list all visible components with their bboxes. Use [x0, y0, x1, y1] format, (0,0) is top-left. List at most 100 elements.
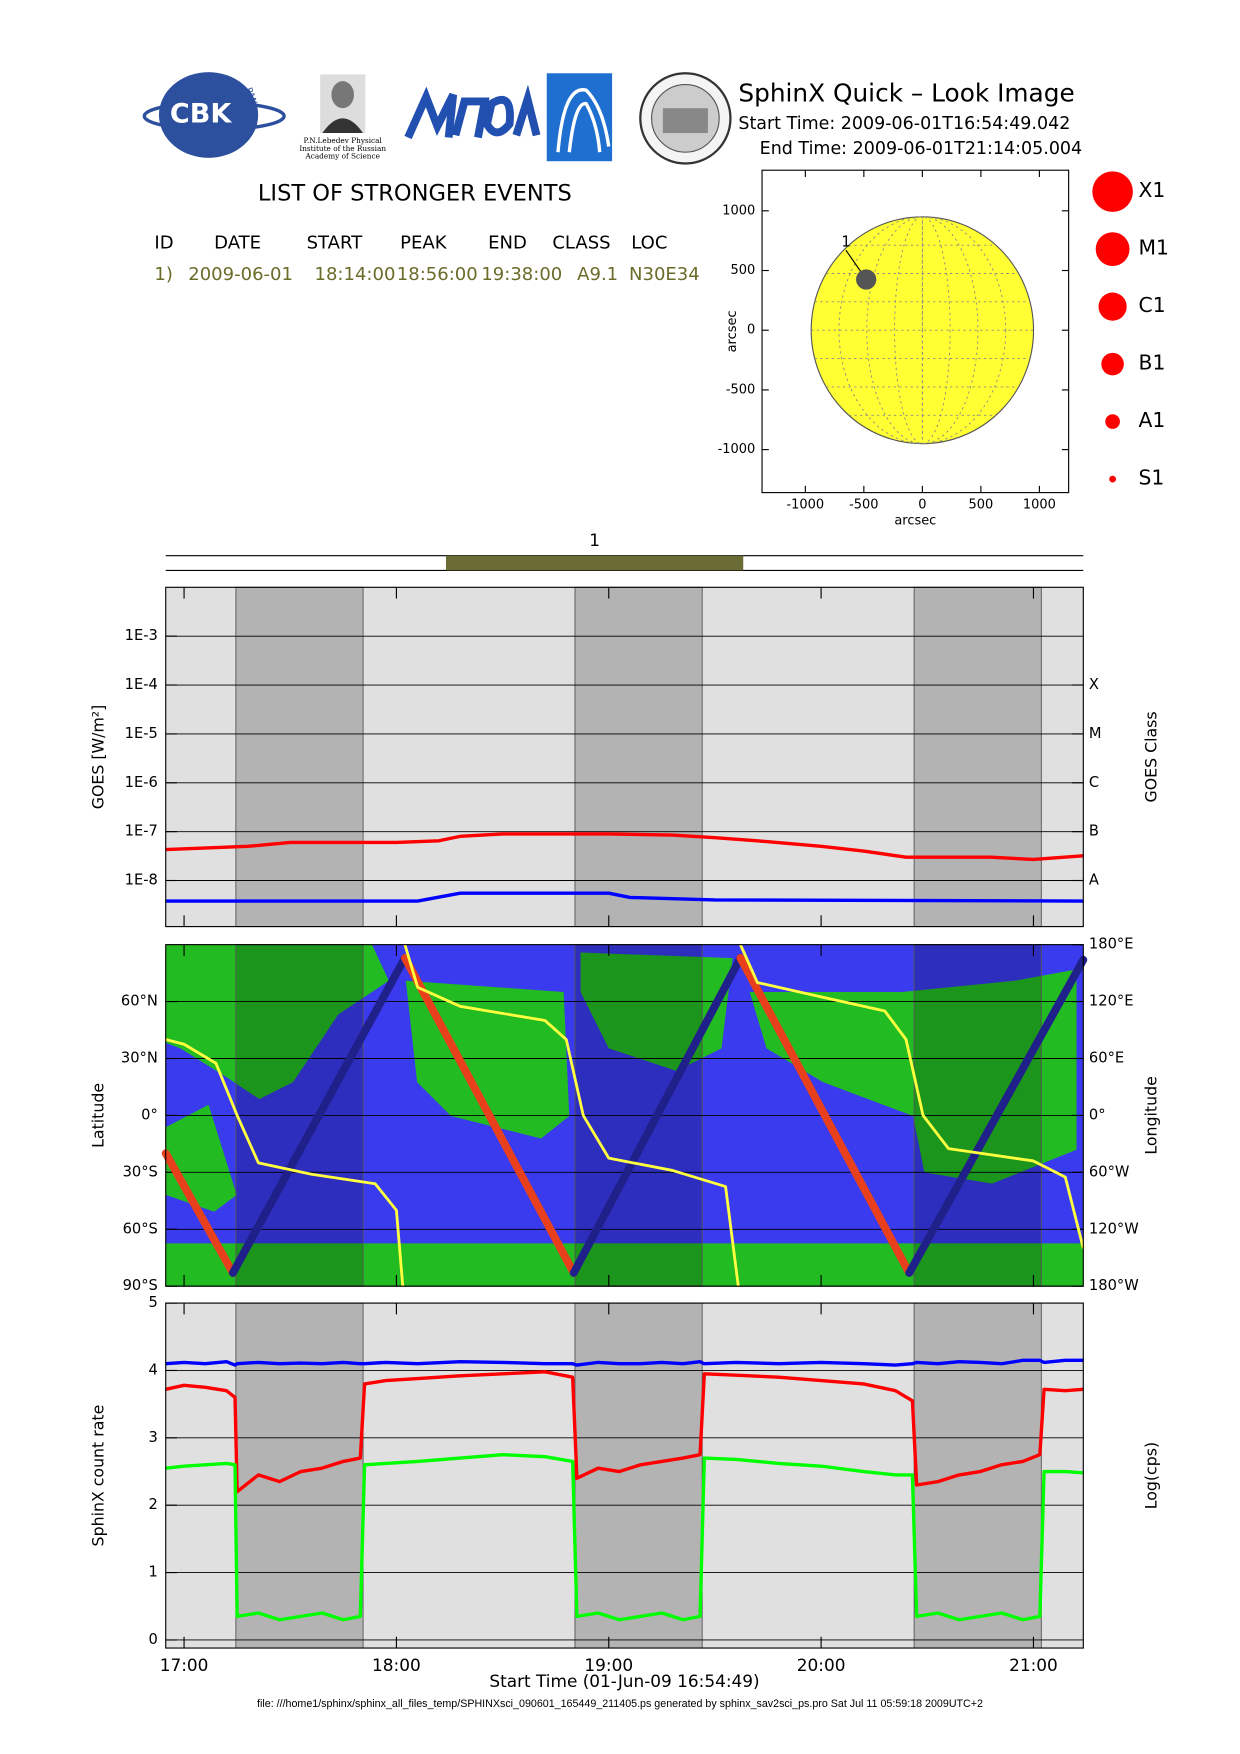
point-label: 1 — [841, 233, 850, 250]
panel-background — [165, 1303, 1084, 1649]
events-title: LIST OF STRONGER EVENTS — [258, 180, 572, 206]
column-header: PEAK — [400, 232, 448, 253]
column-header: ID — [154, 232, 173, 253]
y-tick-label: 1E-7 — [125, 823, 158, 840]
event-cell: N30E34 — [629, 264, 700, 285]
y-tick-label: 3 — [148, 1429, 157, 1446]
logo-lebedev — [320, 74, 366, 134]
class-marker — [1092, 171, 1133, 212]
y2-tick-label: X — [1089, 676, 1099, 693]
column-header: LOC — [631, 232, 667, 253]
logo-arcs — [556, 88, 611, 153]
night-shade — [574, 1302, 703, 1649]
y2-tick-label: 120°E — [1089, 993, 1134, 1010]
track-segment — [736, 953, 914, 1277]
y-tick-label: 1E-4 — [125, 676, 158, 693]
x-tick-label: 20:00 — [797, 1655, 846, 1675]
y2-tick-label: 60°W — [1089, 1163, 1129, 1180]
logo-arc — [546, 73, 613, 162]
event-cell: 18:56:00 — [397, 264, 478, 285]
y2-tick-label: M — [1089, 725, 1102, 742]
y-tick-label: 1E-6 — [125, 774, 158, 791]
y-tick-label: 60°N — [121, 993, 158, 1010]
class-marker — [1105, 414, 1120, 429]
logo-ring — [142, 100, 286, 132]
class-marker — [1101, 352, 1124, 376]
y2-axis-title: Log(cps) — [1142, 1442, 1161, 1509]
y-tick-label: 1E-8 — [125, 872, 158, 889]
class-label: M1 — [1139, 236, 1169, 260]
track-segment — [400, 953, 578, 1277]
night-shade — [913, 1302, 1042, 1649]
y2-tick-label: 60°E — [1089, 1049, 1124, 1066]
y-tick-label: 60°S — [123, 1220, 158, 1237]
logo-mifi — [404, 84, 541, 140]
logo-caption: P.N.Lebedev Physical — [304, 136, 383, 145]
y2-tick-label: B — [1089, 823, 1099, 840]
y-tick-label: 1E-3 — [125, 627, 158, 644]
logo-text: CBK — [170, 98, 232, 129]
series-line — [165, 832, 1084, 862]
y-tick-label: 30°N — [121, 1049, 158, 1066]
x-tick-label: -500 — [849, 498, 878, 513]
class-label: S1 — [1139, 466, 1165, 490]
y-tick-label: 5 — [148, 1294, 157, 1311]
y2-tick-label: 180°W — [1089, 1277, 1139, 1294]
series-line — [165, 891, 1084, 903]
portrait-body — [322, 118, 363, 134]
map-band — [165, 1243, 1084, 1287]
y-tick-label: 0 — [747, 323, 755, 338]
logo-caption: Academy of Science — [304, 152, 379, 161]
y-tick-label: 1000 — [722, 203, 755, 218]
map-region — [405, 980, 570, 1139]
y-axis-title: GOES [W/m²] — [89, 705, 108, 810]
track-segment — [569, 953, 745, 1277]
column-header: END — [488, 232, 527, 253]
column-header: DATE — [214, 232, 261, 253]
map-region — [165, 944, 389, 1100]
y2-tick-label: 120°W — [1089, 1220, 1139, 1237]
y-tick-label: 4 — [148, 1361, 157, 1378]
y-tick-label: 500 — [731, 263, 756, 278]
event-cell: 18:14:00 — [315, 264, 396, 285]
y2-tick-label: A — [1089, 872, 1099, 889]
panel-frame — [165, 586, 1084, 928]
disk-grid — [894, 216, 951, 445]
series-line — [165, 944, 1085, 1287]
seal-building — [662, 108, 708, 134]
class-marker — [1109, 475, 1116, 483]
page-title: SphinX Quick – Look Image — [738, 79, 1074, 108]
x-tick-label: 1000 — [1023, 498, 1056, 513]
track-segment — [161, 1149, 237, 1277]
x-tick-label: 0 — [918, 498, 926, 513]
logo-cbk: CBK PAN — [142, 72, 286, 158]
logo-mark — [404, 84, 541, 140]
y-tick-label: 30°S — [123, 1163, 158, 1180]
column-header: START — [307, 232, 364, 253]
y-tick-label: 1E-5 — [125, 725, 158, 742]
y2-axis-title: GOES Class — [1142, 711, 1161, 802]
column-header: CLASS — [552, 232, 610, 253]
event-point — [856, 269, 877, 290]
panel-frame — [165, 944, 1084, 1287]
x-tick-label: 21:00 — [1009, 1655, 1058, 1675]
y-tick-label: -1000 — [718, 442, 756, 457]
series-line — [165, 1452, 1084, 1622]
class-label: A1 — [1139, 408, 1166, 432]
x-tick-label: -1000 — [787, 498, 825, 513]
logo-seal — [639, 72, 732, 165]
night-shade — [235, 586, 364, 928]
x-tick-label: 18:00 — [372, 1655, 421, 1675]
y-axis-title: arcsec — [725, 310, 740, 352]
x-tick-label: 19:00 — [584, 1655, 633, 1675]
series-line — [165, 1370, 1084, 1494]
class-label: C1 — [1139, 293, 1166, 317]
portrait-head — [331, 81, 354, 109]
y2-tick-label: C — [1089, 774, 1099, 791]
class-label: X1 — [1139, 178, 1166, 202]
event-cell: 19:38:00 — [481, 264, 562, 285]
y2-axis-title: Longitude — [1142, 1076, 1161, 1154]
y-axis-title: Latitude — [89, 1083, 108, 1148]
event-cell: 1) — [154, 264, 173, 285]
